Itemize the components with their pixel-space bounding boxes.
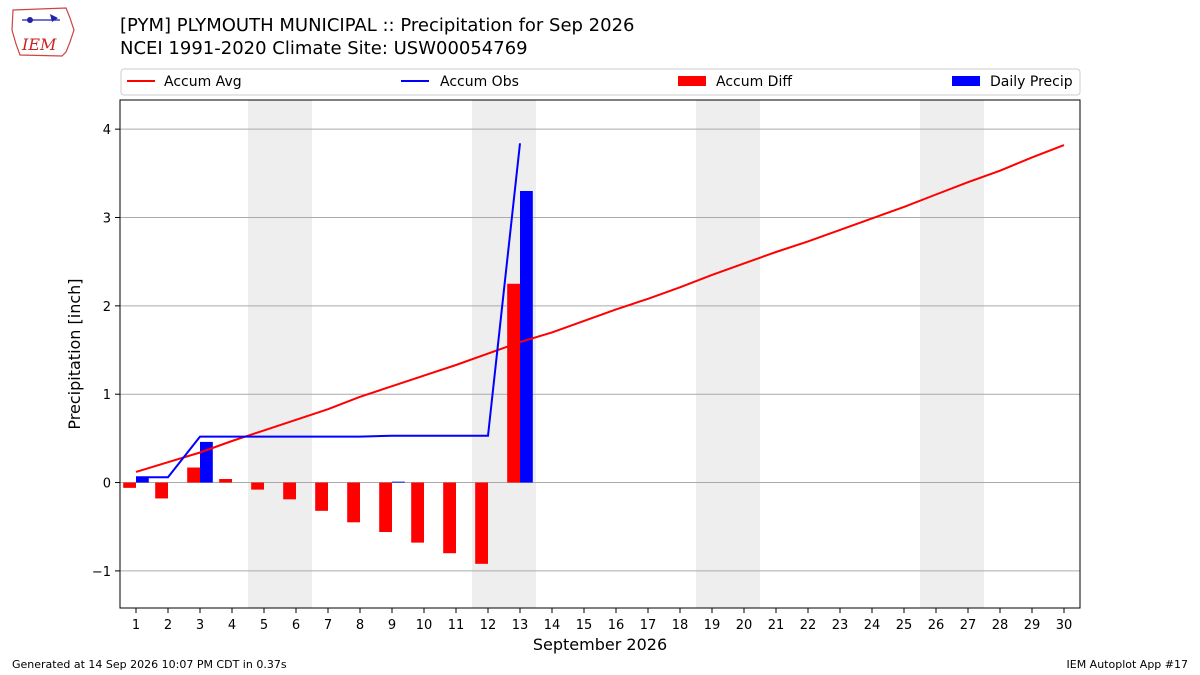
iem-logo: IEM bbox=[11, 7, 75, 57]
x-tick-label: 10 bbox=[416, 618, 433, 633]
legend-box bbox=[120, 68, 1081, 96]
y-axis-ticks: −1 0 1 2 3 4 bbox=[92, 123, 120, 580]
x-tick-label: 4 bbox=[228, 618, 236, 633]
x-tick-label: 15 bbox=[576, 618, 593, 633]
accum-diff-bar bbox=[443, 482, 456, 554]
y-tick-label: 0 bbox=[103, 477, 111, 492]
weekend-band bbox=[920, 100, 984, 608]
daily-precip-bar bbox=[392, 481, 405, 483]
x-tick-label: 16 bbox=[608, 618, 625, 633]
accum-diff-bar bbox=[283, 482, 296, 500]
weekend-shading bbox=[248, 100, 984, 608]
accum-diff-bar bbox=[123, 482, 136, 488]
y-tick-label: 3 bbox=[103, 212, 111, 227]
x-tick-label: 27 bbox=[960, 618, 977, 633]
x-tick-label: 7 bbox=[324, 618, 332, 633]
x-tick-label: 20 bbox=[736, 618, 753, 633]
accum-diff-bar bbox=[379, 482, 392, 533]
x-tick-label: 9 bbox=[388, 618, 396, 633]
accum-diff-bar bbox=[251, 482, 264, 490]
accum-diff-bar bbox=[187, 467, 200, 483]
x-tick-label: 21 bbox=[768, 618, 785, 633]
accum-diff-bar bbox=[411, 482, 424, 543]
x-axis-label: September 2026 bbox=[533, 635, 667, 654]
plot-frame bbox=[119, 99, 1081, 609]
x-tick-label: 18 bbox=[672, 618, 689, 633]
x-axis-ticks: 1 2 3 4 5 6 7 8 9 10 11 12 13 14 15 16 17 18 19 20 21 22 23 24 2… bbox=[132, 608, 1072, 633]
x-tick-label: 24 bbox=[864, 618, 881, 633]
y-tick-label: −1 bbox=[92, 565, 111, 580]
x-tick-label: 11 bbox=[448, 618, 465, 633]
generated-timestamp: Generated at 14 Sep 2026 10:07 PM CDT in… bbox=[12, 658, 287, 671]
accum-diff-bar bbox=[219, 479, 232, 483]
x-tick-label: 12 bbox=[480, 618, 497, 633]
accum-obs-line bbox=[136, 143, 521, 479]
x-tick-label: 19 bbox=[704, 618, 721, 633]
x-tick-label: 23 bbox=[832, 618, 849, 633]
x-tick-label: 28 bbox=[992, 618, 1009, 633]
x-tick-label: 17 bbox=[640, 618, 657, 633]
accum-diff-bar bbox=[155, 482, 168, 499]
accum-diff-bars bbox=[123, 283, 520, 564]
app-label: IEM Autoplot App #17 bbox=[1067, 658, 1189, 671]
x-tick-label: 8 bbox=[356, 618, 364, 633]
y-tick-label: 2 bbox=[103, 300, 111, 315]
logo-text: IEM bbox=[21, 35, 57, 54]
weekend-band bbox=[248, 100, 312, 608]
x-tick-label: 5 bbox=[260, 618, 268, 633]
legend-label-accum-diff: Accum Diff bbox=[716, 74, 792, 90]
chart-subtitle: NCEI 1991-2020 Climate Site: USW00054769 bbox=[120, 38, 528, 59]
chart-title: [PYM] PLYMOUTH MUNICIPAL :: Precipitatio… bbox=[120, 15, 635, 36]
y-axis-label: Precipitation [inch] bbox=[65, 278, 84, 429]
daily-precip-bar bbox=[520, 190, 533, 483]
x-tick-label: 3 bbox=[196, 618, 204, 633]
weekend-band bbox=[696, 100, 760, 608]
x-tick-label: 22 bbox=[800, 618, 817, 633]
x-tick-label: 2 bbox=[164, 618, 172, 633]
x-tick-label: 1 bbox=[132, 618, 140, 633]
legend-swatch-accum-diff bbox=[678, 76, 706, 86]
x-tick-label: 30 bbox=[1056, 618, 1073, 633]
legend: Accum Avg Accum Obs Accum Diff Daily Pre… bbox=[120, 68, 1081, 96]
legend-label-daily-precip: Daily Precip bbox=[990, 74, 1073, 90]
y-gridlines bbox=[120, 128, 1080, 572]
legend-label-accum-avg: Accum Avg bbox=[164, 74, 242, 90]
x-tick-label: 14 bbox=[544, 618, 561, 633]
accum-diff-bar bbox=[475, 482, 488, 564]
x-tick-label: 26 bbox=[928, 618, 945, 633]
daily-precip-bar bbox=[136, 477, 149, 483]
x-tick-label: 13 bbox=[512, 618, 529, 633]
accum-lines bbox=[135, 143, 1065, 479]
x-tick-label: 29 bbox=[1024, 618, 1041, 633]
legend-swatch-daily-precip bbox=[952, 76, 980, 86]
x-tick-label: 25 bbox=[896, 618, 913, 633]
legend-label-accum-obs: Accum Obs bbox=[440, 74, 519, 90]
y-tick-label: 1 bbox=[103, 388, 111, 403]
accum-diff-bar bbox=[347, 482, 360, 523]
accum-avg-line bbox=[135, 144, 1065, 473]
accum-diff-bar bbox=[315, 482, 328, 511]
y-tick-label: 4 bbox=[103, 123, 111, 138]
accum-diff-bar bbox=[507, 283, 520, 483]
x-tick-label: 6 bbox=[292, 618, 300, 633]
